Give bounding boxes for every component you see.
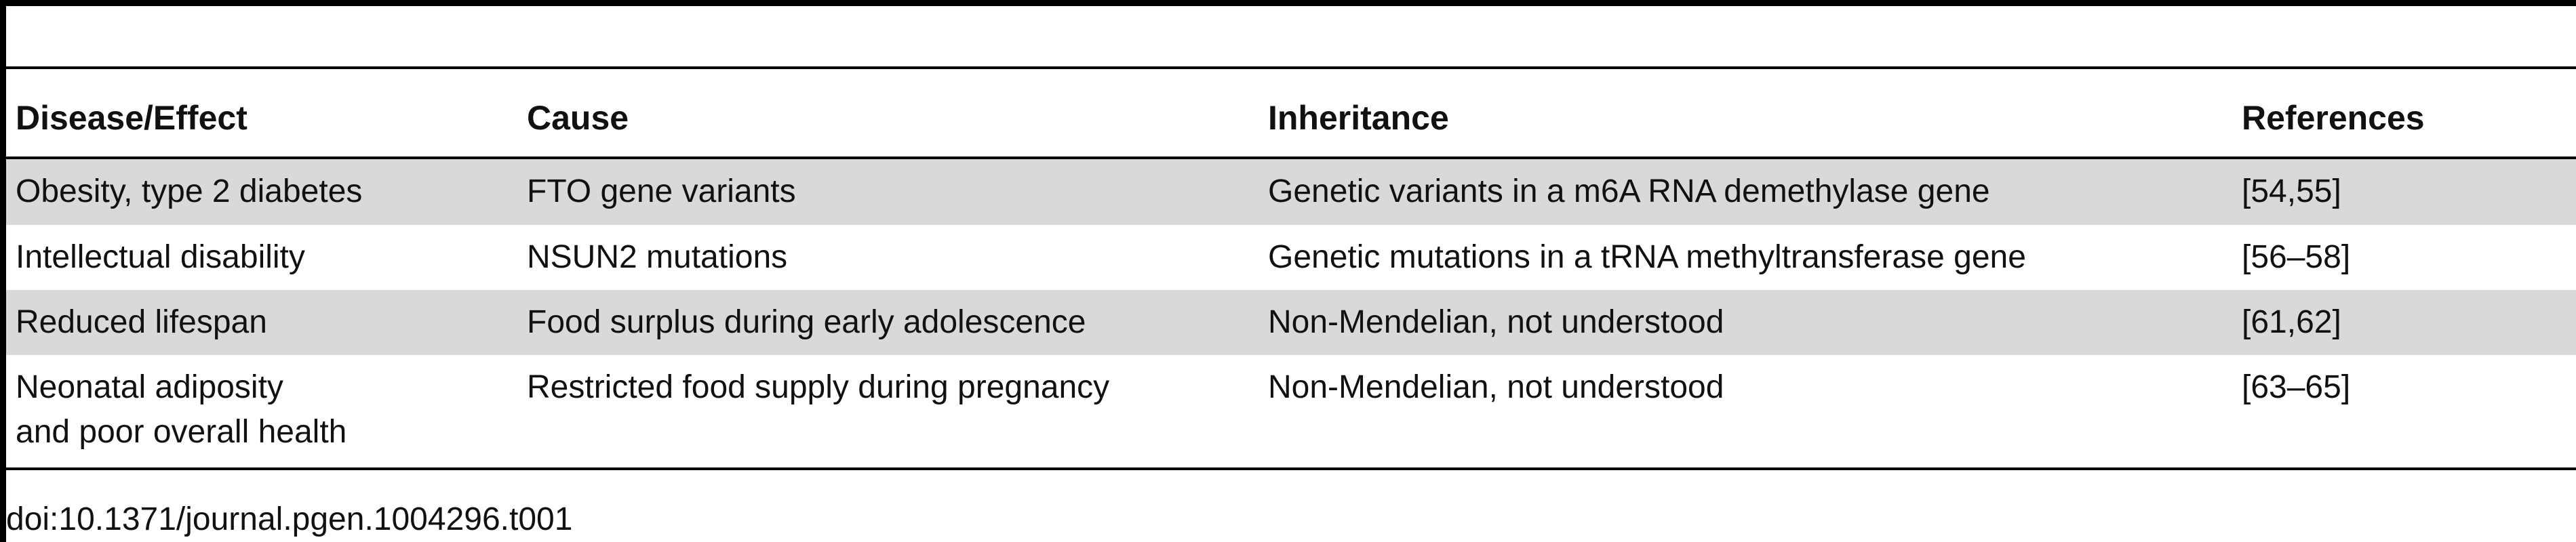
cell-disease-line-1: Neonatal adiposity	[16, 369, 283, 405]
table-row: Reduced lifespan Food surplus during ear…	[6, 290, 2576, 355]
left-border	[0, 0, 6, 542]
cell-cause: Restricted food supply during pregnancy	[527, 369, 1110, 405]
table-bottom-rule	[6, 467, 2576, 470]
header-cause: Cause	[527, 99, 629, 137]
cell-cause: NSUN2 mutations	[527, 239, 788, 275]
cell-inheritance: Genetic mutations in a tRNA methyltransf…	[1268, 239, 2026, 275]
doi-footnote: doi:10.1371/journal.pgen.1004296.t001	[6, 501, 573, 537]
cell-references: [63–65]	[2242, 369, 2351, 405]
table-header-row: Disease/Effect Cause Inheritance Referen…	[6, 69, 2576, 157]
header-references: References	[2242, 99, 2425, 137]
cell-inheritance: Non-Mendelian, not understood	[1268, 369, 1724, 405]
header-disease-effect: Disease/Effect	[16, 99, 247, 137]
header-inheritance: Inheritance	[1268, 99, 1449, 137]
header-top-rule	[6, 66, 2576, 69]
header-bottom-rule	[6, 157, 2576, 159]
table-row: Intellectual disability NSUN2 mutations …	[6, 225, 2576, 290]
cell-disease-line-2: and poor overall health	[16, 414, 347, 450]
cell-cause: Food surplus during early adolescence	[527, 304, 1086, 340]
cell-references: [54,55]	[2242, 173, 2341, 209]
top-rule	[0, 0, 2576, 6]
table-row: Neonatal adiposity and poor overall heal…	[6, 355, 2576, 467]
cell-disease: Reduced lifespan	[16, 304, 267, 340]
cell-references: [61,62]	[2242, 304, 2341, 340]
cell-cause: FTO gene variants	[527, 173, 796, 209]
cell-references: [56–58]	[2242, 239, 2351, 275]
table-row: Obesity, type 2 diabetes FTO gene varian…	[6, 159, 2576, 225]
cell-disease: Obesity, type 2 diabetes	[16, 173, 363, 209]
cell-disease: Intellectual disability	[16, 239, 305, 275]
cell-inheritance: Non-Mendelian, not understood	[1268, 304, 1724, 340]
cell-inheritance: Genetic variants in a m6A RNA demethylas…	[1268, 173, 1990, 209]
